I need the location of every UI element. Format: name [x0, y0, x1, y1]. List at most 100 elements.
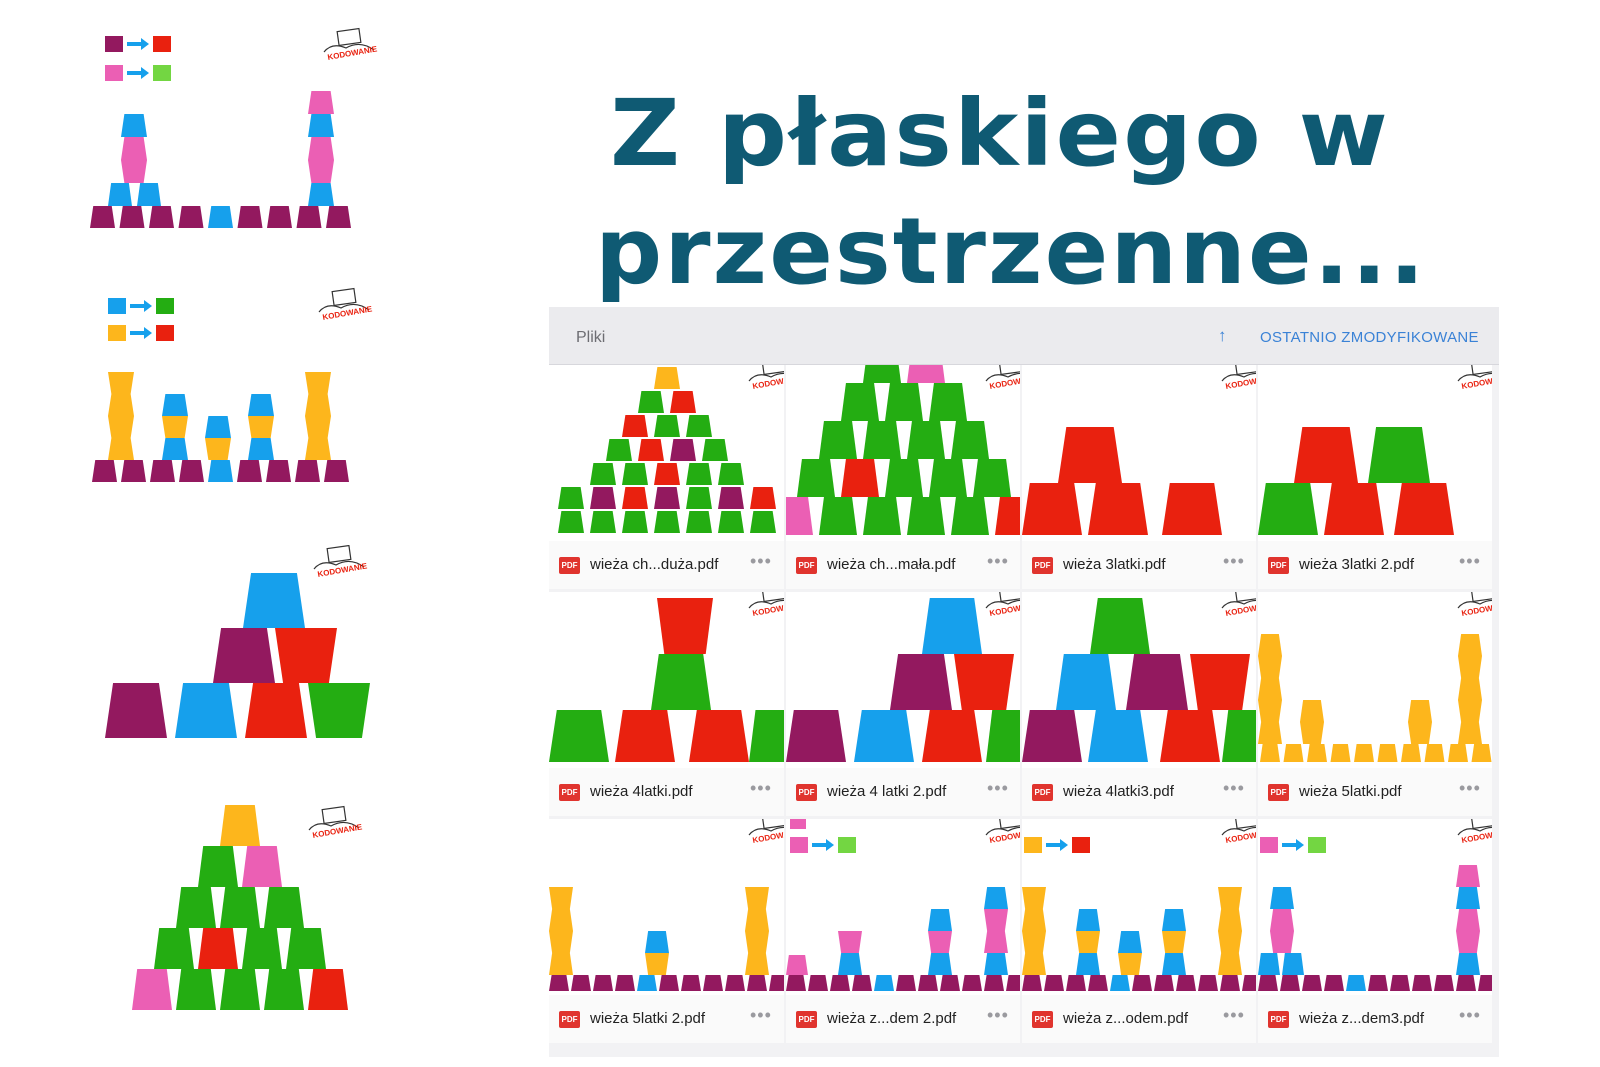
- file-info-bar: PDF wieża 3latki 2.pdf •••: [1258, 541, 1492, 589]
- cup-shape: [615, 975, 635, 991]
- pdf-icon: PDF: [1268, 1011, 1289, 1028]
- cup-shape: [1260, 744, 1280, 762]
- cup-shape: [654, 487, 680, 509]
- cup-shape: [1162, 953, 1186, 975]
- file-thumbnail[interactable]: KODOWANIE: [549, 592, 784, 768]
- cup-shape: [1282, 953, 1304, 975]
- file-thumbnail[interactable]: KODOWANIE: [786, 819, 1020, 995]
- file-name: wieża 3latki 2.pdf: [1299, 556, 1415, 573]
- kodowanie-logo: KODOWANIE: [748, 819, 784, 845]
- cup-shape: [622, 463, 648, 485]
- sort-button[interactable]: OSTATNIO ZMODYFIKOWANE: [1260, 329, 1479, 346]
- cup-shape: [1283, 744, 1304, 762]
- svg-text:KODOWANIE: KODOWANIE: [317, 561, 369, 579]
- file-name: wieża z...odem.pdf: [1063, 1010, 1189, 1027]
- file-tile[interactable]: KODOWANIE PDF wieża 5latki 2.pdf •••: [549, 819, 784, 1043]
- file-thumbnail[interactable]: KODOWANIE: [786, 592, 1020, 768]
- cup-shape: [264, 887, 304, 928]
- more-options-icon[interactable]: •••: [987, 551, 1009, 571]
- file-name: wieża ch...duża.pdf: [590, 556, 719, 573]
- cup-shape: [718, 487, 744, 509]
- more-options-icon[interactable]: •••: [987, 1005, 1009, 1025]
- cup-shape: [1126, 654, 1188, 710]
- legend-square: [1024, 837, 1042, 853]
- illustration-1: KODOWANIE: [80, 20, 400, 245]
- file-tile[interactable]: KODOWANIE PDF wieża 5latki.pdf •••: [1258, 592, 1492, 816]
- file-tile[interactable]: KODOWANIE PDF wieża 3latki 2.pdf •••: [1258, 365, 1492, 589]
- file-thumbnail[interactable]: KODOWANIE: [1022, 365, 1256, 541]
- file-thumbnail[interactable]: KODOWANIE: [549, 365, 784, 541]
- cup-shape: [786, 955, 808, 975]
- cup-shape: [928, 931, 952, 953]
- file-tile[interactable]: KODOWANIE PDF wieża 3latki.pdf •••: [1022, 365, 1256, 589]
- cup-shape: [176, 969, 216, 1010]
- legend-square: [1260, 837, 1278, 853]
- cup-shape: [841, 383, 879, 421]
- cup-shape: [266, 460, 291, 482]
- legend-square: [153, 36, 171, 52]
- cup-shape: [786, 975, 806, 991]
- file-tile[interactable]: KODOWANIE PDF wieża ch...duża.pdf •••: [549, 365, 784, 589]
- cup-shape: [1448, 744, 1468, 762]
- cup-shape: [549, 710, 609, 762]
- more-options-icon[interactable]: •••: [1459, 778, 1481, 798]
- file-thumbnail[interactable]: KODOWANIE: [1258, 819, 1492, 995]
- cup-shape: [305, 372, 331, 394]
- arrow-right-icon: [130, 327, 152, 339]
- cup-shape: [1302, 975, 1322, 991]
- more-options-icon[interactable]: •••: [750, 1005, 772, 1025]
- legend-square: [156, 298, 174, 314]
- file-tile[interactable]: KODOWANIE PDF wieża 4 latki 2.pdf •••: [786, 592, 1020, 816]
- cup-shape: [92, 460, 117, 482]
- cup-shape: [549, 887, 573, 909]
- pdf-icon: PDF: [1268, 557, 1289, 574]
- cup-shape: [105, 683, 167, 738]
- cup-shape: [951, 421, 989, 459]
- cup-shape: [637, 975, 657, 991]
- arrow-up-icon[interactable]: ↑: [1218, 326, 1227, 345]
- cup-shape: [308, 183, 334, 206]
- cup-shape: [108, 394, 134, 416]
- file-thumbnail[interactable]: KODOWANIE: [1022, 819, 1256, 995]
- more-options-icon[interactable]: •••: [1223, 551, 1245, 571]
- svg-text:KODOWANIE: KODOWANIE: [312, 822, 364, 840]
- file-thumbnail[interactable]: KODOWANIE: [1022, 592, 1256, 768]
- cup-shape: [922, 598, 982, 654]
- cup-shape: [1118, 953, 1142, 975]
- more-options-icon[interactable]: •••: [1223, 1005, 1245, 1025]
- cup-shape: [154, 928, 194, 969]
- file-tile[interactable]: KODOWANIE PDF wieża 4latki.pdf •••: [549, 592, 784, 816]
- file-tile[interactable]: KODOWANIE PDF wieża ch...mała.pdf •••: [786, 365, 1020, 589]
- file-tile[interactable]: KODOWANIE PDF wieża z...dem3.pdf •••: [1258, 819, 1492, 1043]
- cup-shape: [1218, 953, 1242, 975]
- cup-shape: [1190, 654, 1250, 710]
- file-tile[interactable]: KODOWANIE PDF wieża z...dem 2.pdf •••: [786, 819, 1020, 1043]
- file-thumbnail[interactable]: KODOWANIE: [786, 365, 1020, 541]
- more-options-icon[interactable]: •••: [1459, 551, 1481, 571]
- cup-shape: [885, 459, 923, 497]
- more-options-icon[interactable]: •••: [750, 778, 772, 798]
- cup-shape: [1162, 909, 1186, 931]
- file-thumbnail[interactable]: KODOWANIE: [1258, 365, 1492, 541]
- file-thumbnail[interactable]: KODOWANIE: [1258, 592, 1492, 768]
- more-options-icon[interactable]: •••: [1459, 1005, 1481, 1025]
- cup-shape: [1058, 427, 1122, 483]
- file-tile[interactable]: KODOWANIE PDF wieża z...odem.pdf •••: [1022, 819, 1256, 1043]
- kodowanie-logo: KODOWANIE: [748, 592, 784, 618]
- cup-shape: [745, 887, 769, 909]
- more-options-icon[interactable]: •••: [987, 778, 1009, 798]
- cup-shape: [686, 463, 712, 485]
- pdf-icon: PDF: [1032, 784, 1053, 801]
- file-thumbnail[interactable]: KODOWANIE: [549, 819, 784, 995]
- cup-shape: [243, 573, 305, 628]
- more-options-icon[interactable]: •••: [1223, 778, 1245, 798]
- file-info-bar: PDF wieża 3latki.pdf •••: [1022, 541, 1256, 589]
- file-tile[interactable]: KODOWANIE PDF wieża 4latki3.pdf •••: [1022, 592, 1256, 816]
- more-options-icon[interactable]: •••: [750, 551, 772, 571]
- page-title-line-2: przestrzenne...: [595, 198, 1427, 305]
- cup-shape: [1076, 953, 1100, 975]
- kodowanie-logo: KODOWANIE: [748, 365, 784, 391]
- kodowanie-logo: KODOWANIE: [1221, 592, 1256, 618]
- cup-shape: [1368, 975, 1388, 991]
- cup-shape: [1434, 975, 1454, 991]
